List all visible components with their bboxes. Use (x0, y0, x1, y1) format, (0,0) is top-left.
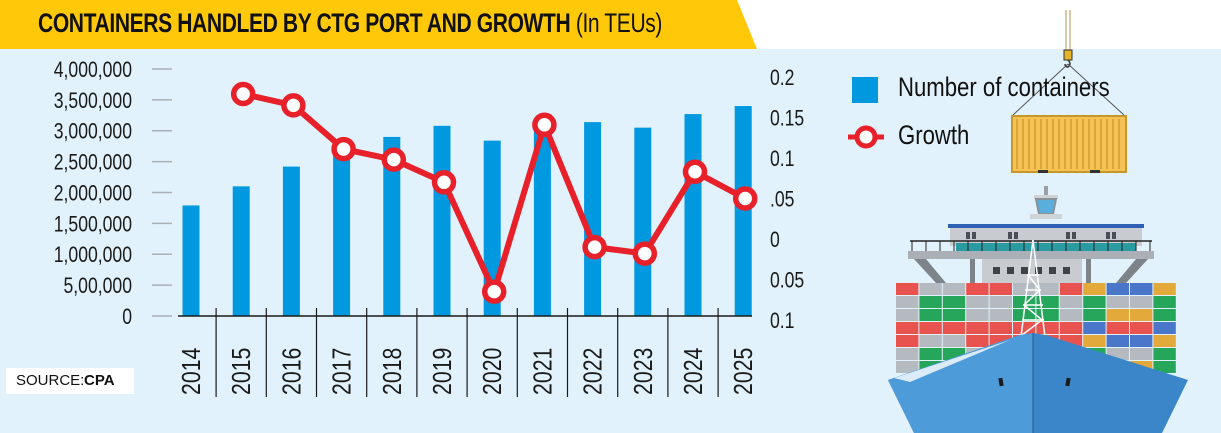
x-axis-tick-label: 2020 (478, 348, 508, 395)
chart-title: CONTAINERS HANDLED BY CTG PORT AND GROWT… (38, 8, 662, 39)
crane-hook-icon (1012, 10, 1125, 116)
growth-point-2017 (331, 136, 356, 162)
legend-bar-swatch (852, 77, 878, 103)
right-axis-tick-label: 0.1 (770, 147, 794, 171)
bar-2019 (433, 125, 451, 316)
growth-point-2025 (732, 186, 758, 211)
bar-2014 (182, 205, 200, 316)
left-axis-tick-label: 0 (122, 305, 132, 329)
left-axis-tick-label: 1,500,000 (54, 213, 132, 237)
bar-2017 (333, 149, 351, 316)
left-axis-tick-label: 2,500,000 (54, 151, 132, 175)
bar-series (182, 106, 752, 316)
x-axis-tick-label: 2021 (528, 348, 558, 395)
chart-plot: 4,000,000 3,500,000 3,000,000 2,500,000 2,00… (54, 58, 804, 397)
x-axis-tick-label: 2014 (177, 348, 207, 395)
right-axis-tick-label: 0.2 (770, 66, 794, 90)
right-axis-tick-label: 0 (770, 228, 780, 252)
source-note: SOURCE: CPA (6, 368, 134, 394)
x-axis-tick-label: 2025 (729, 348, 759, 395)
x-axis-tick-label: 2017 (328, 348, 358, 395)
growth-point-2019 (431, 170, 457, 195)
growth-point-2020 (481, 279, 507, 304)
growth-point-2016 (281, 93, 306, 118)
source-value: CPA (84, 372, 115, 389)
x-axis-tick-label: 2015 (227, 348, 257, 395)
x-axis-tick-label: 2018 (378, 348, 408, 395)
left-axis: 4,000,000 3,500,000 3,000,000 2,500,000 2,00… (54, 58, 172, 330)
right-axis: 0.2 0.15 0.1 .05 0 0.05 0.1 (770, 66, 804, 333)
growth-point-2024 (682, 159, 708, 185)
left-axis-tick-label: 5,00,000 (64, 274, 132, 298)
legend-label-growth: Growth (898, 120, 970, 150)
x-axis-tick-label: 2016 (277, 348, 307, 395)
right-axis-tick-label: .05 (770, 188, 794, 212)
title-banner-shape (0, 0, 757, 49)
growth-marker-icon (848, 125, 884, 149)
growth-point-2023 (632, 241, 658, 266)
left-axis-tick-label: 2,000,000 (54, 182, 132, 206)
shipping-container-icon (1011, 115, 1127, 173)
title-banner (0, 0, 757, 49)
x-axis-tick-label: 2019 (428, 348, 458, 395)
bar-2021 (533, 124, 551, 316)
bar-2016 (282, 166, 300, 316)
left-axis-tick-label: 4,000,000 (54, 58, 132, 82)
growth-point-2022 (582, 234, 607, 260)
source-label: SOURCE: (16, 372, 85, 389)
bar-2018 (383, 136, 401, 316)
x-axis-tick-label: 2023 (629, 348, 659, 395)
right-axis-tick-label: 0.05 (770, 269, 804, 293)
growth-point-2021 (532, 112, 557, 138)
ship-illustration (888, 10, 1188, 433)
bar-2025 (734, 106, 752, 316)
chart-title-unit: (In TEUs) (575, 8, 663, 38)
x-axis: 2014 2015 2016 2017 2018 2019 2020 2021 2022 2023… (177, 308, 759, 397)
growth-line-series (230, 81, 758, 304)
growth-point-2018 (381, 147, 407, 172)
left-axis-tick-label: 1,000,000 (54, 243, 132, 267)
x-axis-tick-label: 2024 (679, 348, 709, 395)
legend-label-containers: Number of containers (898, 72, 1110, 102)
left-axis-tick-label: 3,000,000 (54, 120, 132, 144)
right-axis-tick-label: 0.15 (770, 107, 804, 131)
legend-item-growth: Growth (898, 120, 985, 151)
bar-2022 (584, 122, 602, 316)
cargo-ship-icon (888, 186, 1188, 433)
legend-item-containers: Number of containers (898, 72, 1156, 103)
right-axis-tick-label: 0.1 (770, 309, 794, 333)
bar-2015 (232, 186, 250, 316)
bar-2024 (684, 114, 702, 316)
bar-2023 (634, 127, 652, 316)
left-axis-tick-label: 3,500,000 (54, 89, 132, 113)
growth-point-2015 (230, 81, 256, 107)
chart-title-main: CONTAINERS HANDLED BY CTG PORT AND GROWT… (38, 8, 571, 38)
x-axis-tick-label: 2022 (579, 348, 609, 395)
